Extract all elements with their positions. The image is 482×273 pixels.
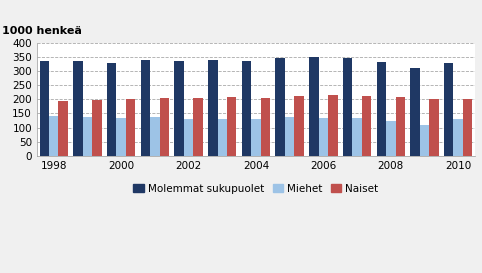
Bar bbox=[73, 61, 83, 156]
Bar bbox=[429, 99, 439, 156]
Bar bbox=[386, 121, 396, 156]
Bar bbox=[352, 118, 362, 156]
Bar bbox=[251, 119, 261, 156]
Bar bbox=[141, 60, 150, 156]
Bar bbox=[40, 61, 49, 156]
Bar bbox=[362, 96, 371, 156]
Text: 1000 henkeä: 1000 henkeä bbox=[2, 26, 81, 37]
Bar bbox=[396, 97, 405, 156]
Bar bbox=[160, 98, 169, 156]
Bar bbox=[208, 60, 217, 156]
Bar bbox=[58, 100, 68, 156]
Bar bbox=[309, 57, 319, 156]
Bar bbox=[454, 119, 463, 156]
Bar bbox=[193, 98, 202, 156]
Bar bbox=[217, 119, 227, 156]
Bar bbox=[319, 118, 328, 156]
Bar bbox=[343, 58, 352, 156]
Bar bbox=[328, 95, 337, 156]
Bar bbox=[276, 58, 285, 156]
Bar bbox=[150, 117, 160, 156]
Bar bbox=[116, 118, 126, 156]
Bar bbox=[410, 68, 420, 156]
Bar bbox=[420, 125, 429, 156]
Bar bbox=[444, 63, 454, 156]
Bar bbox=[261, 98, 270, 156]
Bar bbox=[49, 116, 58, 156]
Bar bbox=[242, 61, 251, 156]
Bar bbox=[295, 96, 304, 156]
Bar bbox=[126, 99, 135, 156]
Bar bbox=[463, 99, 472, 156]
Bar bbox=[83, 117, 92, 156]
Bar bbox=[376, 62, 386, 156]
Bar bbox=[184, 119, 193, 156]
Bar bbox=[227, 97, 236, 156]
Bar bbox=[107, 63, 116, 156]
Bar bbox=[285, 117, 295, 156]
Legend: Molemmat sukupuolet, Miehet, Naiset: Molemmat sukupuolet, Miehet, Naiset bbox=[129, 179, 383, 198]
Bar bbox=[92, 100, 102, 156]
Bar bbox=[174, 61, 184, 156]
